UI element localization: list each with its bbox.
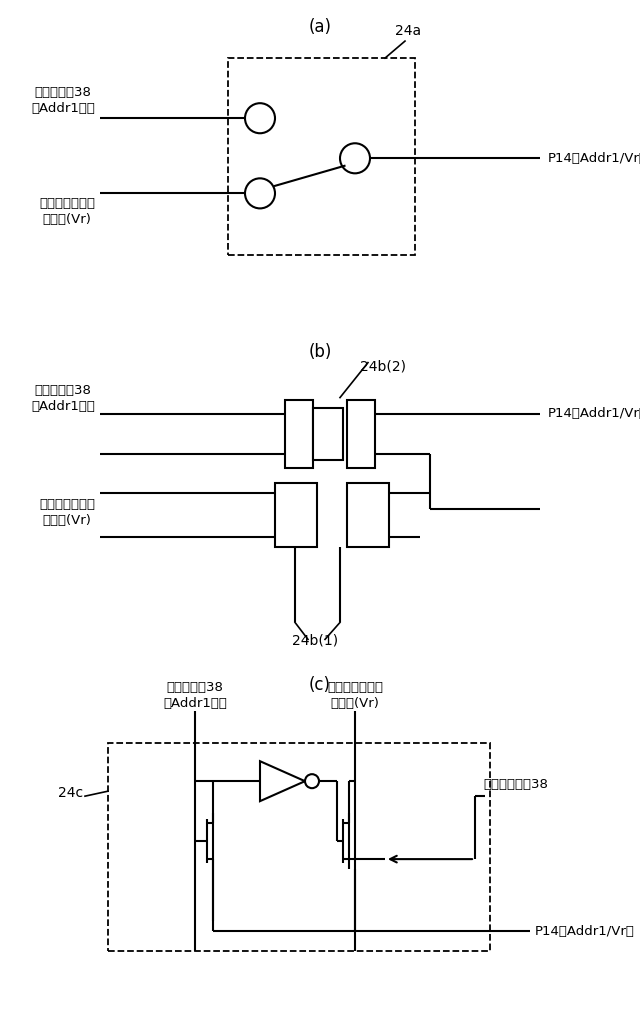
- Text: P14（Addr1/Vr）: P14（Addr1/Vr）: [548, 152, 640, 165]
- Text: 第一制御郥38
のAddr1ピン: 第一制御郥38 のAddr1ピン: [163, 681, 227, 711]
- Bar: [108, 743, 490, 951]
- Text: レギュレー㥖の
出力端(Vr): レギュレー㥖の 出力端(Vr): [327, 681, 383, 711]
- Bar: [347, 482, 389, 548]
- Bar: [313, 407, 343, 460]
- Text: 24a: 24a: [395, 24, 421, 38]
- Text: 24b(2): 24b(2): [360, 360, 406, 374]
- Text: P14（Addr1/Vr）: P14（Addr1/Vr）: [535, 925, 635, 937]
- Bar: [347, 399, 375, 467]
- Text: 24c: 24c: [58, 787, 83, 800]
- Circle shape: [305, 774, 319, 789]
- Text: 24b(1): 24b(1): [292, 634, 338, 647]
- Bar: [228, 58, 415, 256]
- Text: (a): (a): [308, 18, 332, 36]
- Text: 第一制御郥38
のAddr1ピン: 第一制御郥38 のAddr1ピン: [31, 384, 95, 413]
- Circle shape: [245, 103, 275, 133]
- Circle shape: [340, 144, 370, 173]
- Text: (c): (c): [309, 676, 331, 695]
- Text: 第一制御郥38
のAddr1ピン: 第一制御郥38 のAddr1ピン: [31, 86, 95, 114]
- Text: レギュレー㥖の
出力端(Vr): レギュレー㥖の 出力端(Vr): [39, 197, 95, 225]
- Text: 第一制御回路38: 第一制御回路38: [483, 778, 548, 792]
- Text: (b): (b): [308, 343, 332, 361]
- Text: P14（Addr1/Vr）: P14（Addr1/Vr）: [548, 407, 640, 420]
- Text: レギュレー㥖の
出力端(Vr): レギュレー㥖の 出力端(Vr): [39, 498, 95, 527]
- Bar: [285, 399, 313, 467]
- Polygon shape: [260, 761, 305, 801]
- Circle shape: [245, 178, 275, 208]
- Bar: [275, 482, 317, 548]
